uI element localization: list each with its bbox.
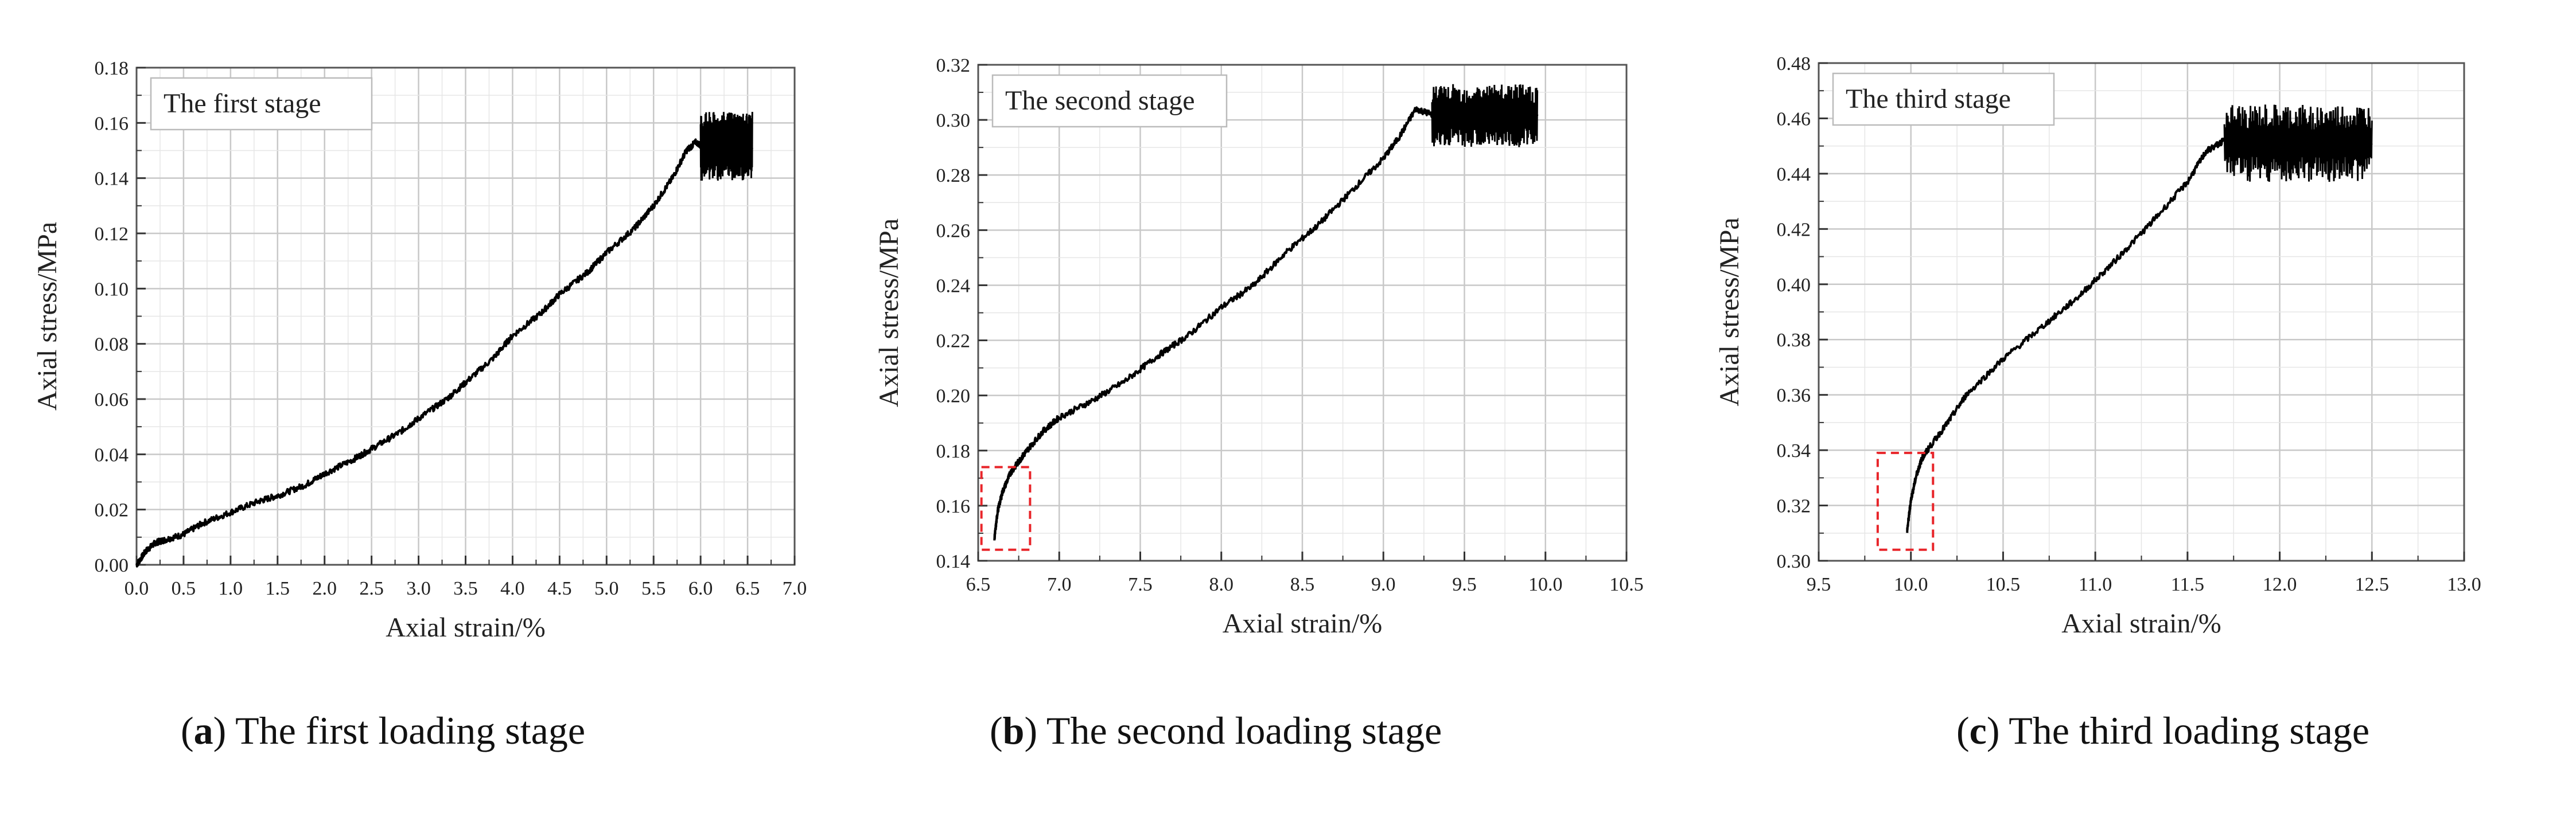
x-tick-label: 6.0	[688, 578, 713, 599]
caption-c-letter: c	[1969, 709, 1987, 752]
x-tick-label: 11.0	[2079, 574, 2112, 595]
caption-b-text: The second loading stage	[1037, 709, 1442, 752]
y-tick-label: 0.24	[936, 275, 971, 296]
stage-label: The second stage	[1005, 85, 1195, 116]
y-tick-label: 0.32	[936, 55, 971, 76]
x-tick-label: 6.5	[736, 578, 760, 599]
y-tick-label: 0.30	[1777, 551, 1811, 572]
x-axis-title: Axial strain/%	[2061, 608, 2221, 639]
y-tick-label: 0.10	[95, 279, 129, 300]
series-oscillation	[699, 112, 753, 181]
y-tick-label: 0.32	[1777, 496, 1811, 517]
x-tick-label: 2.0	[312, 578, 337, 599]
y-tick-label: 0.30	[936, 110, 971, 131]
caption-b: (b) The second loading stage	[990, 709, 1442, 752]
caption-c-text: The third loading stage	[1999, 709, 2370, 752]
caption-c: (c) The third loading stage	[1956, 709, 2370, 752]
caption-a-letter: a	[193, 709, 213, 752]
chart-panel-a: 0.0 0.5 1.0 1.5 2.0 2.5 3.0 3.5 4.0 4.5 5.0 5.5 6.0 6…	[32, 58, 807, 643]
x-tick-label: 6.5	[966, 574, 991, 595]
y-tick-label: 0.06	[95, 389, 129, 411]
stage-label-box	[991, 74, 1228, 128]
x-axis-title: Axial strain/%	[1223, 608, 1383, 639]
x-tick-label: 7.5	[1128, 574, 1153, 595]
x-tick-label: 3.0	[406, 578, 431, 599]
y-tick-label: 0.08	[95, 334, 129, 356]
caption-b-letter: b	[1002, 709, 1025, 752]
y-tick-label: 0.02	[95, 500, 129, 521]
chart-panel-b: 6.5 7.0 7.5 8.0 8.5 9.0 9.5 10.0 10.5 0.14 0.16 0.1…	[874, 55, 1644, 639]
x-tick-label: 9.0	[1371, 574, 1396, 595]
x-tick-label: 1.0	[219, 578, 243, 599]
chart-panel-c: 9.5 10.0 10.5 11.0 11.5 12.0 12.5 13.0 0.30 0.32 0…	[1714, 53, 2481, 639]
x-axis-title: Axial strain/%	[386, 612, 546, 643]
series-oscillation	[2223, 104, 2373, 182]
y-tick-label: 0.42	[1777, 219, 1811, 240]
x-tick-label: 10.0	[1528, 574, 1563, 595]
y-tick-label: 0.20	[936, 386, 971, 407]
caption-a: (a) The first loading stage	[181, 709, 586, 752]
stage-label-box	[1832, 72, 2055, 126]
x-tick-label: 10.5	[1609, 574, 1644, 595]
y-axis-title: Axial stress/MPa	[32, 222, 63, 411]
x-tick-label: 12.0	[2263, 574, 2297, 595]
y-tick-label: 0.16	[95, 113, 129, 134]
x-tick-label: 8.5	[1290, 574, 1315, 595]
x-tick-label: 0.5	[172, 578, 196, 599]
y-tick-label: 0.40	[1777, 275, 1811, 296]
y-tick-label: 0.36	[1777, 385, 1811, 407]
x-tick-label: 7.0	[1047, 574, 1072, 595]
x-tick-label: 4.0	[500, 578, 525, 599]
y-tick-label: 0.28	[936, 165, 971, 186]
y-tick-label: 0.18	[936, 441, 971, 462]
x-tick-label: 10.0	[1894, 574, 1928, 595]
x-tick-label: 7.0	[783, 578, 807, 599]
y-tick-label: 0.22	[936, 331, 971, 352]
series-oscillation	[1431, 84, 1539, 147]
x-tick-label: 4.5	[547, 578, 572, 599]
stage-label-box	[150, 77, 373, 131]
caption-a-text: The first loading stage	[226, 709, 586, 752]
x-tick-label: 0.0	[124, 578, 149, 599]
x-tick-label: 9.5	[1807, 574, 1831, 595]
stage-label: The third stage	[1846, 84, 2011, 114]
x-tick-label: 9.5	[1452, 574, 1477, 595]
series-line	[135, 138, 754, 568]
highlight-box	[980, 466, 1032, 551]
y-tick-label: 0.38	[1777, 330, 1811, 351]
x-tick-label: 5.0	[594, 578, 619, 599]
x-tick-label: 5.5	[641, 578, 666, 599]
y-tick-label: 0.00	[95, 555, 129, 576]
x-tick-label: 12.5	[2355, 574, 2390, 595]
x-tick-label: 11.5	[2171, 574, 2204, 595]
y-tick-label: 0.48	[1777, 53, 1811, 75]
x-tick-label: 1.5	[266, 578, 290, 599]
y-tick-label: 0.46	[1777, 108, 1811, 130]
x-tick-label: 10.5	[1986, 574, 2021, 595]
highlight-box	[1876, 451, 1935, 551]
y-tick-label: 0.26	[936, 220, 971, 241]
y-axis-title: Axial stress/MPa	[874, 218, 904, 407]
y-tick-label: 0.04	[95, 444, 129, 466]
y-tick-label: 0.14	[95, 169, 129, 190]
y-tick-label: 0.34	[1777, 440, 1811, 462]
series-line	[993, 106, 1539, 541]
y-tick-label: 0.12	[95, 224, 129, 245]
y-tick-label: 0.18	[95, 58, 129, 79]
x-tick-label: 13.0	[2447, 574, 2481, 595]
y-tick-label: 0.14	[936, 551, 971, 572]
y-axis-title: Axial stress/MPa	[1714, 217, 1745, 406]
x-tick-label: 8.0	[1209, 574, 1234, 595]
y-tick-label: 0.44	[1777, 164, 1811, 185]
y-tick-label: 0.16	[936, 496, 971, 517]
x-tick-label: 2.5	[359, 578, 384, 599]
x-tick-label: 3.5	[453, 578, 478, 599]
stage-label: The first stage	[164, 88, 321, 119]
series-line	[1906, 137, 2373, 533]
